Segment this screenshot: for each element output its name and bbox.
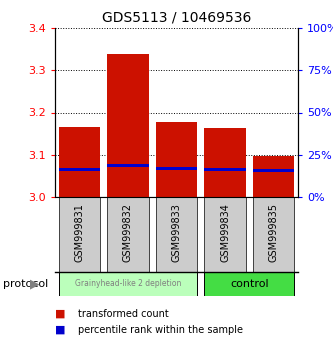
- Text: Grainyhead-like 2 depletion: Grainyhead-like 2 depletion: [75, 280, 181, 289]
- Bar: [204, 272, 294, 296]
- Text: control: control: [230, 279, 269, 289]
- Bar: [59, 127, 100, 197]
- Bar: [253, 156, 294, 197]
- Text: percentile rank within the sample: percentile rank within the sample: [78, 325, 243, 335]
- Text: ■: ■: [55, 309, 66, 319]
- Text: GSM999832: GSM999832: [123, 204, 133, 263]
- Bar: [156, 167, 197, 170]
- Bar: [59, 197, 100, 272]
- Text: transformed count: transformed count: [78, 309, 169, 319]
- Text: GSM999834: GSM999834: [220, 204, 230, 262]
- Bar: [59, 272, 197, 296]
- Bar: [204, 128, 246, 197]
- Text: ▶: ▶: [30, 278, 40, 291]
- Text: GSM999831: GSM999831: [74, 204, 84, 262]
- Text: GSM999835: GSM999835: [269, 204, 279, 263]
- Bar: [156, 122, 197, 197]
- Bar: [204, 197, 246, 272]
- Text: ■: ■: [55, 325, 66, 335]
- Text: GSM999833: GSM999833: [171, 204, 181, 262]
- Bar: [107, 164, 149, 167]
- Bar: [253, 197, 294, 272]
- Bar: [156, 197, 197, 272]
- Bar: [59, 168, 100, 171]
- Bar: [107, 197, 149, 272]
- Title: GDS5113 / 10469536: GDS5113 / 10469536: [102, 10, 251, 24]
- Text: protocol: protocol: [3, 279, 49, 289]
- Bar: [107, 54, 149, 197]
- Bar: [253, 169, 294, 172]
- Bar: [204, 168, 246, 171]
